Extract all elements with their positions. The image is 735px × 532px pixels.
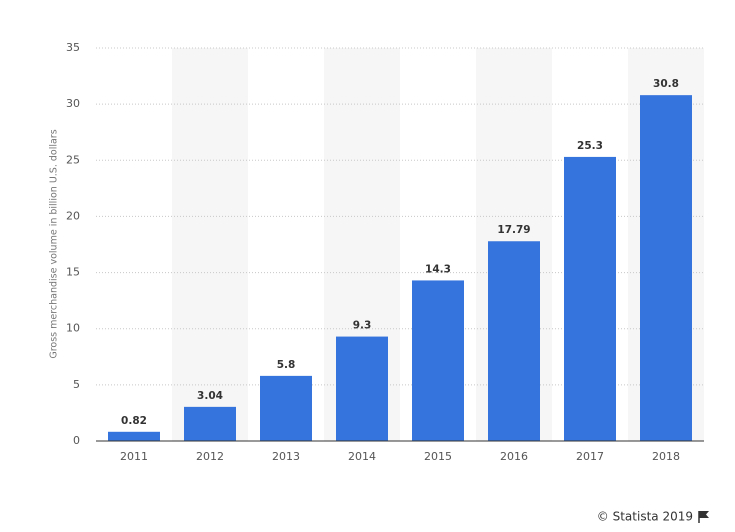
value-label: 17.79	[497, 224, 530, 236]
bar	[412, 280, 464, 441]
bar	[184, 406, 236, 441]
x-tick-label: 2011	[120, 450, 148, 463]
y-tick-label: 35	[66, 41, 80, 54]
y-axis-label: Gross merchandise volume in billion U.S.…	[49, 129, 60, 358]
x-tick-label: 2015	[424, 450, 452, 463]
bar	[564, 156, 616, 441]
value-label: 0.82	[121, 415, 147, 427]
value-label: 30.8	[653, 78, 679, 90]
y-tick-label: 25	[66, 153, 80, 166]
y-tick-label: 15	[66, 266, 80, 279]
x-tick-label: 2017	[576, 450, 604, 463]
value-label: 9.3	[353, 320, 372, 332]
x-tick-label: 2018	[652, 450, 680, 463]
bar	[640, 95, 692, 441]
flag-icon	[698, 511, 709, 523]
y-tick-label: 20	[66, 209, 80, 222]
y-tick-label: 30	[66, 97, 80, 110]
x-tick-label: 2016	[500, 450, 528, 463]
x-tick-label: 2012	[196, 450, 224, 463]
band-background	[172, 48, 248, 441]
value-label: 25.3	[577, 140, 603, 152]
y-tick-label: 5	[73, 378, 80, 391]
bar	[336, 336, 388, 441]
x-tick-label: 2014	[348, 450, 376, 463]
value-label: 5.8	[277, 359, 296, 371]
y-tick-label: 0	[73, 434, 80, 447]
bar	[488, 241, 540, 441]
x-tick-label: 2013	[272, 450, 300, 463]
value-label: 14.3	[425, 263, 451, 275]
bar	[108, 431, 160, 441]
bar	[260, 375, 312, 441]
y-tick-label: 10	[66, 322, 80, 335]
footer: © Statista 2019	[597, 510, 693, 524]
value-label: 3.04	[197, 390, 223, 402]
